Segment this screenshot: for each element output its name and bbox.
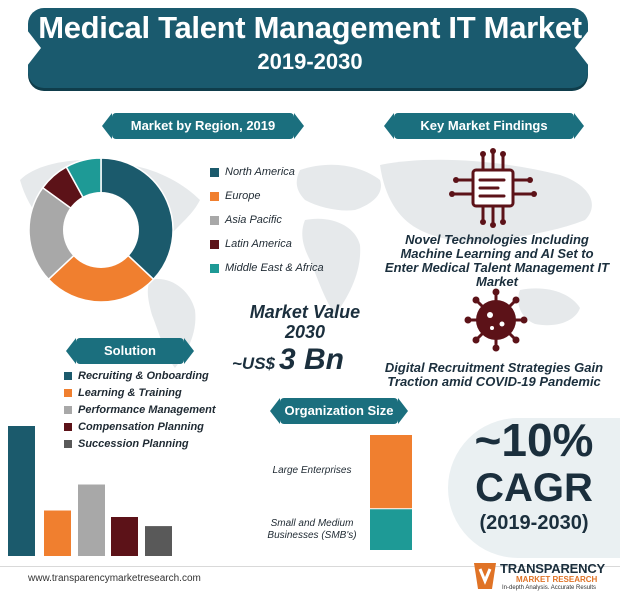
org-label-smb: Small and Medium Businesses (SMB's) bbox=[267, 518, 357, 541]
org-bar-smb bbox=[370, 509, 412, 550]
legend-label: Succession Planning bbox=[78, 438, 189, 451]
market-value-prefix: ~US$ bbox=[232, 354, 275, 373]
ai-chip-icon bbox=[449, 148, 537, 228]
region-legend-item: Middle East & Africa bbox=[210, 262, 324, 278]
footer-divider bbox=[0, 566, 620, 567]
solution-bar-learning-training bbox=[44, 510, 71, 556]
region-legend-item: Europe bbox=[210, 190, 260, 206]
org-size-stacked-bar bbox=[370, 435, 412, 550]
logo-icon bbox=[474, 563, 496, 589]
org-bar-large-enterprises bbox=[370, 435, 412, 509]
legend-label: North America bbox=[225, 166, 295, 179]
solution-bar-chart bbox=[8, 426, 172, 556]
logo-tagline: In-depth Analysis. Accurate Results bbox=[502, 585, 597, 591]
finding-digital-recruitment: Digital Recruitment Strategies Gain Trac… bbox=[384, 360, 604, 389]
org-label-large: Large Enterprises bbox=[272, 465, 352, 476]
legend-swatch bbox=[64, 440, 72, 449]
solution-bar-performance-management bbox=[78, 484, 105, 556]
solution-section-header: Solution bbox=[66, 338, 194, 364]
solution-legend-item: Succession Planning bbox=[64, 438, 189, 450]
solution-legend-item: Performance Management bbox=[64, 404, 216, 416]
findings-section-header: Key Market Findings bbox=[384, 113, 584, 139]
solution-legend-item: Recruiting & Onboarding bbox=[64, 370, 209, 382]
legend-swatch bbox=[64, 389, 72, 398]
page-title: Medical Talent Management IT Market bbox=[38, 10, 582, 45]
legend-label: Compensation Planning bbox=[78, 421, 204, 434]
region-legend-item: Asia Pacific bbox=[210, 214, 282, 230]
legend-swatch bbox=[210, 215, 219, 225]
legend-label: Learning & Training bbox=[78, 387, 182, 400]
legend-swatch bbox=[210, 263, 219, 273]
market-value-label: Market Value 2030 bbox=[249, 302, 361, 342]
legend-label: Middle East & Africa bbox=[225, 262, 324, 275]
footer-url[interactable]: www.transparencymarketresearch.com bbox=[28, 573, 201, 584]
solution-bar-compensation-planning bbox=[111, 517, 138, 556]
page-subtitle: 2019-2030 bbox=[257, 49, 363, 74]
logo-name: TRANSPARENCY bbox=[500, 561, 605, 576]
legend-swatch bbox=[64, 372, 72, 381]
cagr-value: ~10% bbox=[474, 414, 594, 466]
legend-label: Recruiting & Onboarding bbox=[78, 370, 209, 383]
org-section-header: Organization Size bbox=[270, 398, 408, 424]
market-value: ~US$ 3 Bn bbox=[232, 343, 344, 377]
region-legend-item: Latin America bbox=[210, 238, 292, 254]
region-legend-item: North America bbox=[210, 166, 295, 182]
legend-swatch bbox=[64, 423, 72, 432]
cagr-period: (2019-2030) bbox=[479, 512, 589, 534]
virus-icon bbox=[464, 288, 528, 352]
solution-legend-item: Compensation Planning bbox=[64, 421, 204, 433]
cagr-label: CAGR bbox=[475, 466, 593, 510]
solution-legend-item: Learning & Training bbox=[64, 387, 182, 399]
solution-bar-recruiting-onboarding bbox=[8, 426, 35, 556]
region-section-header: Market by Region, 2019 bbox=[102, 113, 304, 139]
legend-swatch bbox=[64, 406, 72, 415]
market-value-number: 3 Bn bbox=[279, 343, 345, 376]
legend-swatch bbox=[210, 167, 219, 177]
region-donut-chart bbox=[28, 157, 174, 303]
solution-bar-succession-planning bbox=[145, 526, 172, 556]
legend-label: Asia Pacific bbox=[225, 214, 282, 227]
legend-label: Latin America bbox=[225, 238, 292, 251]
finding-ai-ml: Novel Technologies Including Machine Lea… bbox=[384, 232, 610, 289]
legend-swatch bbox=[210, 191, 219, 201]
title-banner bbox=[27, 8, 589, 88]
cagr-background bbox=[448, 418, 620, 558]
logo-sub: MARKET RESEARCH bbox=[516, 575, 598, 584]
legend-label: Europe bbox=[225, 190, 261, 203]
legend-swatch bbox=[210, 239, 219, 249]
legend-label: Performance Management bbox=[78, 404, 216, 417]
